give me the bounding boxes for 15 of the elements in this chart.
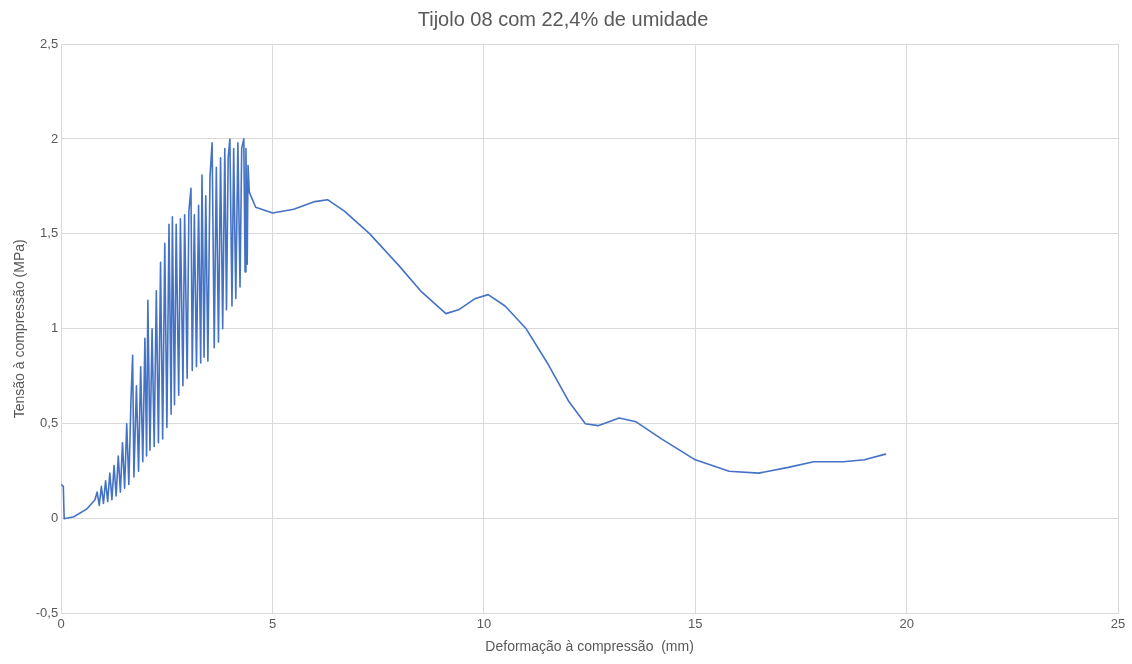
y-tick-label: -0,5 [35,605,59,621]
y-tick-label: 1,5 [40,225,59,241]
y-tick-label: 1 [50,320,59,336]
x-tick-label: 20 [899,615,914,631]
y-tick-label: 2,5 [40,35,59,51]
x-tick-label: 15 [688,615,703,631]
x-axis-title: Deformação à compressão (mm) [485,638,694,655]
y-tick-label: 2 [50,130,59,146]
y-axis-title: Tensão à compressão (MPa) [11,239,28,419]
x-tick-label: 10 [476,615,492,631]
x-tick-label: 5 [268,615,277,631]
x-tick-label: 25 [1110,615,1126,631]
y-tick-label: 0 [50,510,59,526]
y-tick-label: 0,5 [40,415,59,431]
chart-title: Tijolo 08 com 22,4% de umidade [417,7,709,30]
